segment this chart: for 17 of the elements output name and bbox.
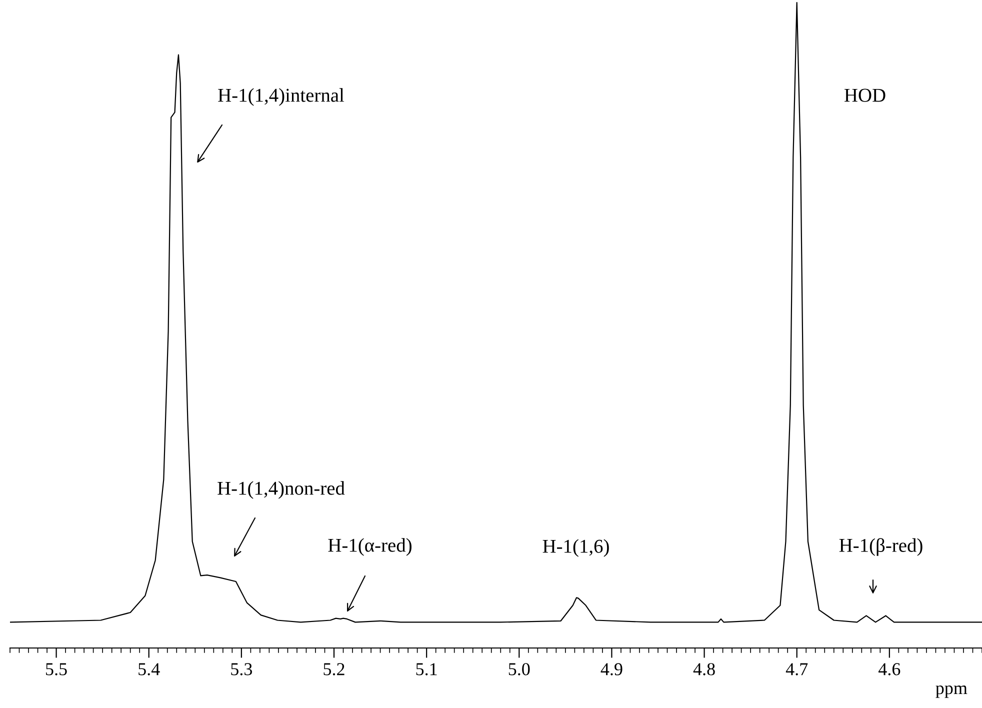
x-tick-label: 5.4: [138, 663, 160, 676]
annotation: H-1(1,4)internal: [218, 88, 344, 106]
x-tick-label: 5.1: [416, 663, 437, 676]
x-tick-label: 4.8: [693, 663, 715, 676]
annotation: H-1(β-red): [839, 538, 922, 556]
annotation: HOD: [844, 88, 886, 102]
x-tick-label: 5.0: [508, 663, 530, 676]
x-tick-label: 4.7: [786, 663, 808, 676]
x-tick-label: 5.2: [324, 663, 344, 676]
x-tick-label: 5.3: [231, 663, 252, 676]
x-tick-label: 5.5: [46, 663, 67, 676]
annotation: H-1(1,4)non-red: [218, 481, 345, 499]
x-tick-label: 4.9: [600, 663, 622, 676]
annotation: H-1(1,6): [542, 539, 609, 557]
x-axis-title: ppm: [936, 686, 968, 698]
x-tick-label: 4.6: [878, 663, 900, 676]
annotation: H-1(α-red): [328, 538, 412, 556]
